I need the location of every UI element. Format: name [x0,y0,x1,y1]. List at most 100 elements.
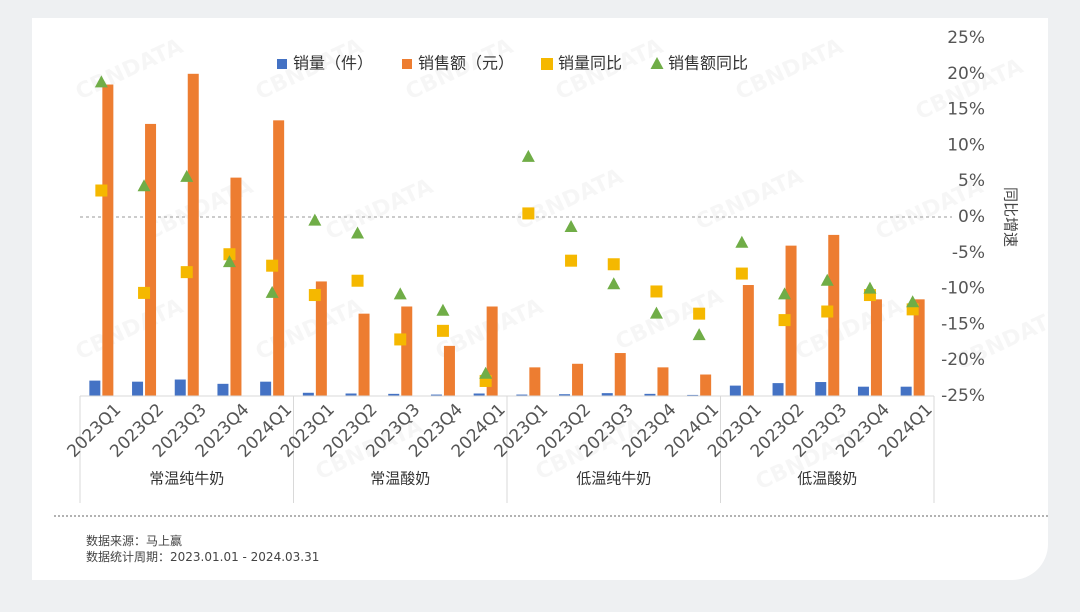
marker-amount-yoy [479,366,493,379]
bar-sales-volume [772,383,784,396]
bar-sales-amount [273,120,285,396]
watermark-text: CBNDATA [72,294,187,365]
marker-amount-yoy [351,226,365,239]
watermark-text: CBNDATA [252,294,367,365]
marker-volume-yoy [95,184,108,197]
marker-amount-yoy [436,303,450,316]
bar-sales-amount [486,306,498,396]
marker-amount-yoy [94,75,108,88]
bar-sales-volume [687,394,699,396]
bar-sales-volume [302,392,314,396]
y-right-tick-label: 5% [958,171,985,191]
y-right-tick-label: 0% [958,207,985,227]
bar-sales-amount [742,285,754,396]
legend-swatch [650,57,664,69]
marker-amount-yoy [393,287,407,300]
marker-amount-yoy [778,287,792,300]
group-label: 低温酸奶 [797,470,857,488]
watermark-text: CBNDATA [692,164,807,235]
marker-volume-yoy [308,289,321,302]
bar-sales-volume [260,381,272,396]
marker-amount-yoy [308,213,322,226]
marker-volume-yoy [223,248,236,261]
bar-sales-volume [729,385,741,396]
legend-swatch [402,59,412,69]
marker-volume-yoy [351,274,364,287]
bar-sales-volume [857,386,869,396]
bar-sales-amount [614,353,626,396]
bar-sales-volume [815,382,827,396]
chart: CBNDATA CBNDATA CBNDATA CBNDATA CBNDATA CBNDA… [54,28,1048,517]
bar-sales-amount [785,245,797,396]
marker-volume-yoy [650,285,663,298]
watermark-text: CBNDATA [322,174,437,245]
marker-amount-yoy [820,273,834,286]
source-line-1: 数据来源：马上赢 [86,534,183,548]
watermark-text: CBNDATA [72,34,187,105]
bar-sales-volume [388,393,400,396]
y-right-tick-label: -10% [941,279,985,299]
bar-sales-volume [217,383,229,396]
legend-item: 销售额同比 [650,54,748,73]
legend-item: 销量（件） [277,54,373,73]
legend-swatch [541,58,553,70]
bar-sales-amount [401,306,413,396]
bar-sales-amount [443,345,455,396]
y-right-tick-label: -20% [941,350,985,370]
legend-label: 销售额（元） [418,54,514,73]
marker-amount-yoy [137,179,151,192]
marker-amount-yoy [222,255,236,268]
marker-amount-yoy [180,169,194,182]
y-right-axis-title: 同比增速 [1002,187,1020,247]
marker-volume-yoy [735,267,748,280]
marker-volume-yoy [436,324,449,337]
marker-amount-yoy [521,149,535,162]
marker-volume-yoy [180,266,193,279]
group-label: 常温酸奶 [370,470,430,488]
marker-volume-yoy [693,307,706,320]
y-right-tick-label: 15% [947,100,985,120]
marker-amount-yoy [649,306,663,319]
bar-sales-amount [145,123,157,397]
bar-sales-volume [89,380,101,396]
y-right-tick-label: -15% [941,314,985,334]
bar-sales-amount [828,234,840,396]
legend-item: 销售额（元） [402,54,514,73]
bar-sales-volume [174,379,186,396]
bar-sales-amount [187,73,199,397]
marker-amount-yoy [735,235,749,248]
marker-amount-yoy [692,328,706,341]
bar-sales-volume [900,386,912,396]
bar-sales-amount [529,367,541,396]
bar-sales-amount [870,299,882,396]
bar-sales-volume [430,394,442,396]
y-right-tick-label: -5% [952,243,985,263]
legend-label: 销量同比 [558,54,622,73]
marker-amount-yoy [906,295,920,308]
bar-sales-volume [601,393,613,396]
group-label: 常温纯牛奶 [149,470,224,488]
bar-sales-volume [132,381,144,396]
bar-sales-volume [559,394,571,396]
y-right-tick-label: 25% [947,28,985,48]
marker-volume-yoy [394,333,407,346]
legend-swatch [277,59,287,69]
marker-volume-yoy [266,259,279,272]
bar-sales-amount [913,299,925,396]
marker-volume-yoy [778,314,791,327]
marker-volume-yoy [522,207,535,220]
legend-label: 销量（件） [293,54,373,73]
marker-amount-yoy [607,277,621,290]
legend-item: 销量同比 [541,54,622,73]
y-right-tick-label: 10% [947,135,985,155]
watermark-text: CBNDATA [612,284,727,355]
y-right-tick-label: -25% [941,386,985,406]
bar-sales-volume [345,393,357,396]
bar-sales-amount [315,281,327,396]
bar-sales-amount [230,177,242,396]
bar-sales-volume [473,393,485,396]
marker-amount-yoy [863,281,877,294]
marker-amount-yoy [564,220,578,233]
bar-sales-volume [644,393,656,396]
marker-volume-yoy [138,286,151,299]
